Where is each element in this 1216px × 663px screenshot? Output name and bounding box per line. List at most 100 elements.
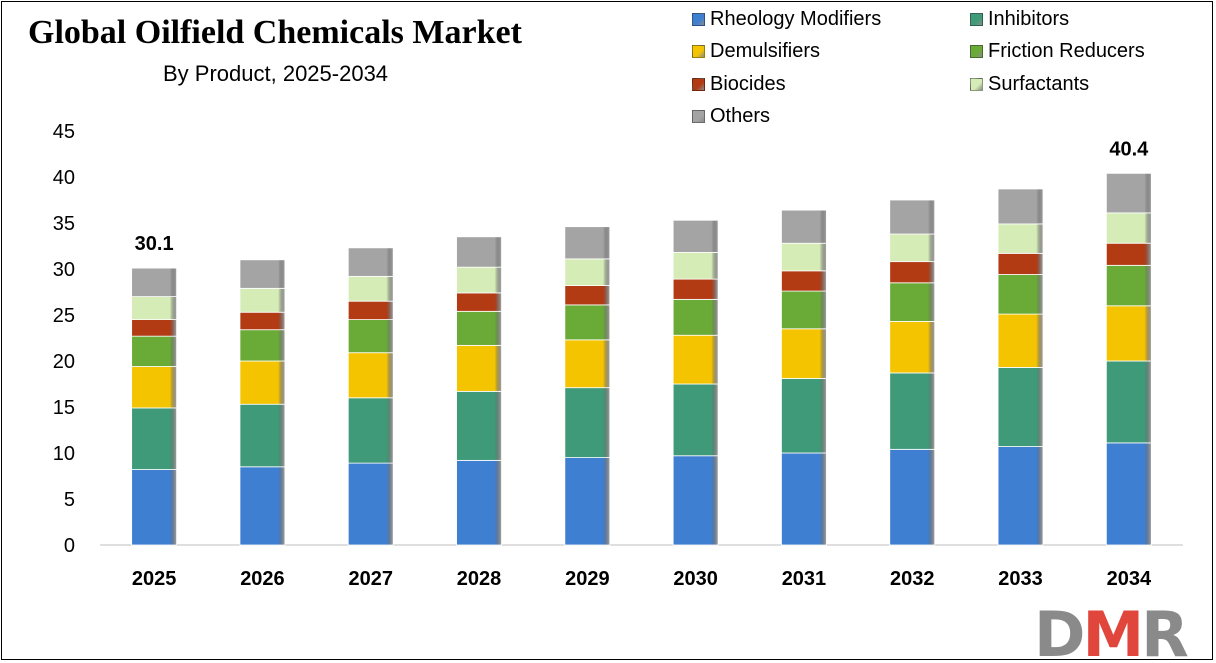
legend-swatch	[970, 78, 983, 91]
legend-label: Friction Reducers	[988, 40, 1145, 62]
bar-segment-demulsifiers	[347, 352, 394, 399]
legend-swatch	[692, 110, 705, 123]
legend-swatch	[692, 13, 705, 26]
bar-segment-biocides	[781, 270, 827, 292]
bar-segment-others	[781, 209, 827, 244]
bar-segment-others	[456, 236, 502, 268]
x-tick-label: 2029	[565, 568, 610, 590]
y-tick-label: 30	[53, 259, 75, 281]
chart-title: Global Oilfield Chemicals Market	[28, 14, 522, 51]
bar-segment-friction-reducers	[672, 298, 719, 336]
bar-segment-others	[347, 247, 394, 277]
dmr-logo: DMR	[1034, 600, 1191, 660]
x-tick-label: 2026	[240, 568, 285, 590]
bar-segment-others	[997, 188, 1044, 225]
bar-segment-biocides	[997, 252, 1044, 275]
legend-label: Rheology Modifiers	[710, 8, 882, 30]
bar-segment-biocides	[672, 278, 719, 300]
x-tick-label: 2033	[998, 568, 1043, 590]
bar-segment-demulsifiers	[997, 313, 1044, 368]
bar-segment-rheology-modifiers	[672, 455, 719, 546]
x-tick-label: 2031	[782, 568, 827, 590]
bar-segment-biocides	[889, 261, 936, 284]
legend-item-friction-reducers: Friction Reducers	[970, 40, 1145, 63]
bar-stack-2029	[564, 226, 611, 546]
legend-item-biocides: Biocides	[692, 73, 786, 96]
bar-segment-biocides	[564, 285, 611, 306]
legend: Rheology Modifiers Inhibitors Demulsifiers…	[0, 0, 1216, 140]
y-tick-label: 40	[53, 167, 75, 189]
bar-segment-surfactants	[1105, 212, 1152, 244]
bar-segment-friction-reducers	[781, 290, 827, 330]
bar-segment-others	[889, 199, 936, 235]
x-axis: 2025 2026 2027 2028 2029 2030 2031 2032 2033 2034	[100, 544, 1183, 590]
bar-segment-friction-reducers	[347, 319, 394, 354]
bar-stack-2027	[347, 247, 394, 546]
bar-segment-demulsifiers	[456, 344, 502, 392]
y-tick-label: 15	[53, 397, 75, 419]
bar-segment-inhibitors	[347, 397, 394, 464]
legend-swatch	[970, 13, 983, 26]
legend-swatch	[970, 45, 983, 58]
legend-swatch	[692, 78, 705, 91]
bar-segment-friction-reducers	[997, 274, 1044, 315]
y-tick-label: 10	[53, 443, 75, 465]
bar-segment-inhibitors	[889, 372, 936, 450]
bar-segment-rheology-modifiers	[131, 469, 178, 546]
legend-swatch	[692, 45, 705, 58]
bar-segment-rheology-modifiers	[239, 466, 286, 546]
legend-item-inhibitors: Inhibitors	[970, 8, 1069, 31]
legend-label: Others	[710, 105, 771, 127]
x-tick-label: 2032	[890, 568, 935, 590]
y-tick-label: 20	[53, 351, 75, 373]
x-tick-label: 2028	[457, 568, 502, 590]
y-tick-label: 35	[53, 213, 75, 235]
bar-segment-rheology-modifiers	[781, 452, 827, 546]
bar-stack-2026	[239, 259, 286, 546]
bar-segment-surfactants	[564, 258, 611, 286]
bar-segment-friction-reducers	[456, 310, 502, 346]
bar-segment-rheology-modifiers	[1105, 442, 1152, 546]
bar-segment-inhibitors	[1105, 360, 1152, 444]
bar-segment-rheology-modifiers	[564, 457, 611, 546]
bar-segment-others	[131, 267, 178, 297]
bar-segment-inhibitors	[781, 378, 827, 454]
bar-segment-surfactants	[889, 233, 936, 263]
bar-segment-surfactants	[781, 242, 827, 272]
bar-segment-demulsifiers	[1105, 305, 1152, 362]
bar-segment-demulsifiers	[889, 321, 936, 374]
bar-segment-demulsifiers	[131, 366, 178, 409]
bar-segment-inhibitors	[672, 383, 719, 457]
bar-segment-biocides	[347, 300, 394, 321]
bar-segment-demulsifiers	[781, 328, 827, 379]
bar-segment-surfactants	[239, 287, 286, 313]
bar-segment-others	[564, 226, 611, 260]
bar-segment-biocides	[456, 292, 502, 312]
bar-segment-biocides	[131, 319, 178, 337]
bar-segment-inhibitors	[997, 367, 1044, 447]
y-tick-label: 5	[64, 489, 75, 511]
bar-segment-others	[672, 219, 719, 253]
legend-item-surfactants: Surfactants	[970, 73, 1089, 96]
bar-stack-2033	[997, 188, 1044, 546]
chart-subtitle: By Product, 2025-2034	[163, 61, 389, 86]
bar-segment-inhibitors	[239, 403, 286, 468]
y-axis: 0 5 10 15 20 25 30 35 40 45	[53, 121, 75, 557]
bar-segment-rheology-modifiers	[997, 446, 1044, 546]
bar-stack-2031	[781, 209, 827, 546]
bar-segment-friction-reducers	[131, 335, 178, 367]
bar-stack-2028	[456, 236, 502, 546]
total-label-2025: 30.1	[135, 233, 174, 255]
bar-segment-biocides	[1105, 242, 1152, 266]
bar-segment-inhibitors	[564, 387, 611, 458]
bar-segment-surfactants	[672, 252, 719, 280]
bars-group	[131, 172, 1152, 546]
x-tick-label: 2030	[673, 568, 718, 590]
legend-label: Surfactants	[988, 73, 1090, 95]
bar-stack-2032	[889, 199, 936, 546]
bar-segment-friction-reducers	[564, 304, 611, 341]
bar-segment-others	[239, 259, 286, 289]
bar-segment-demulsifiers	[564, 339, 611, 389]
y-tick-label: 0	[64, 535, 75, 557]
